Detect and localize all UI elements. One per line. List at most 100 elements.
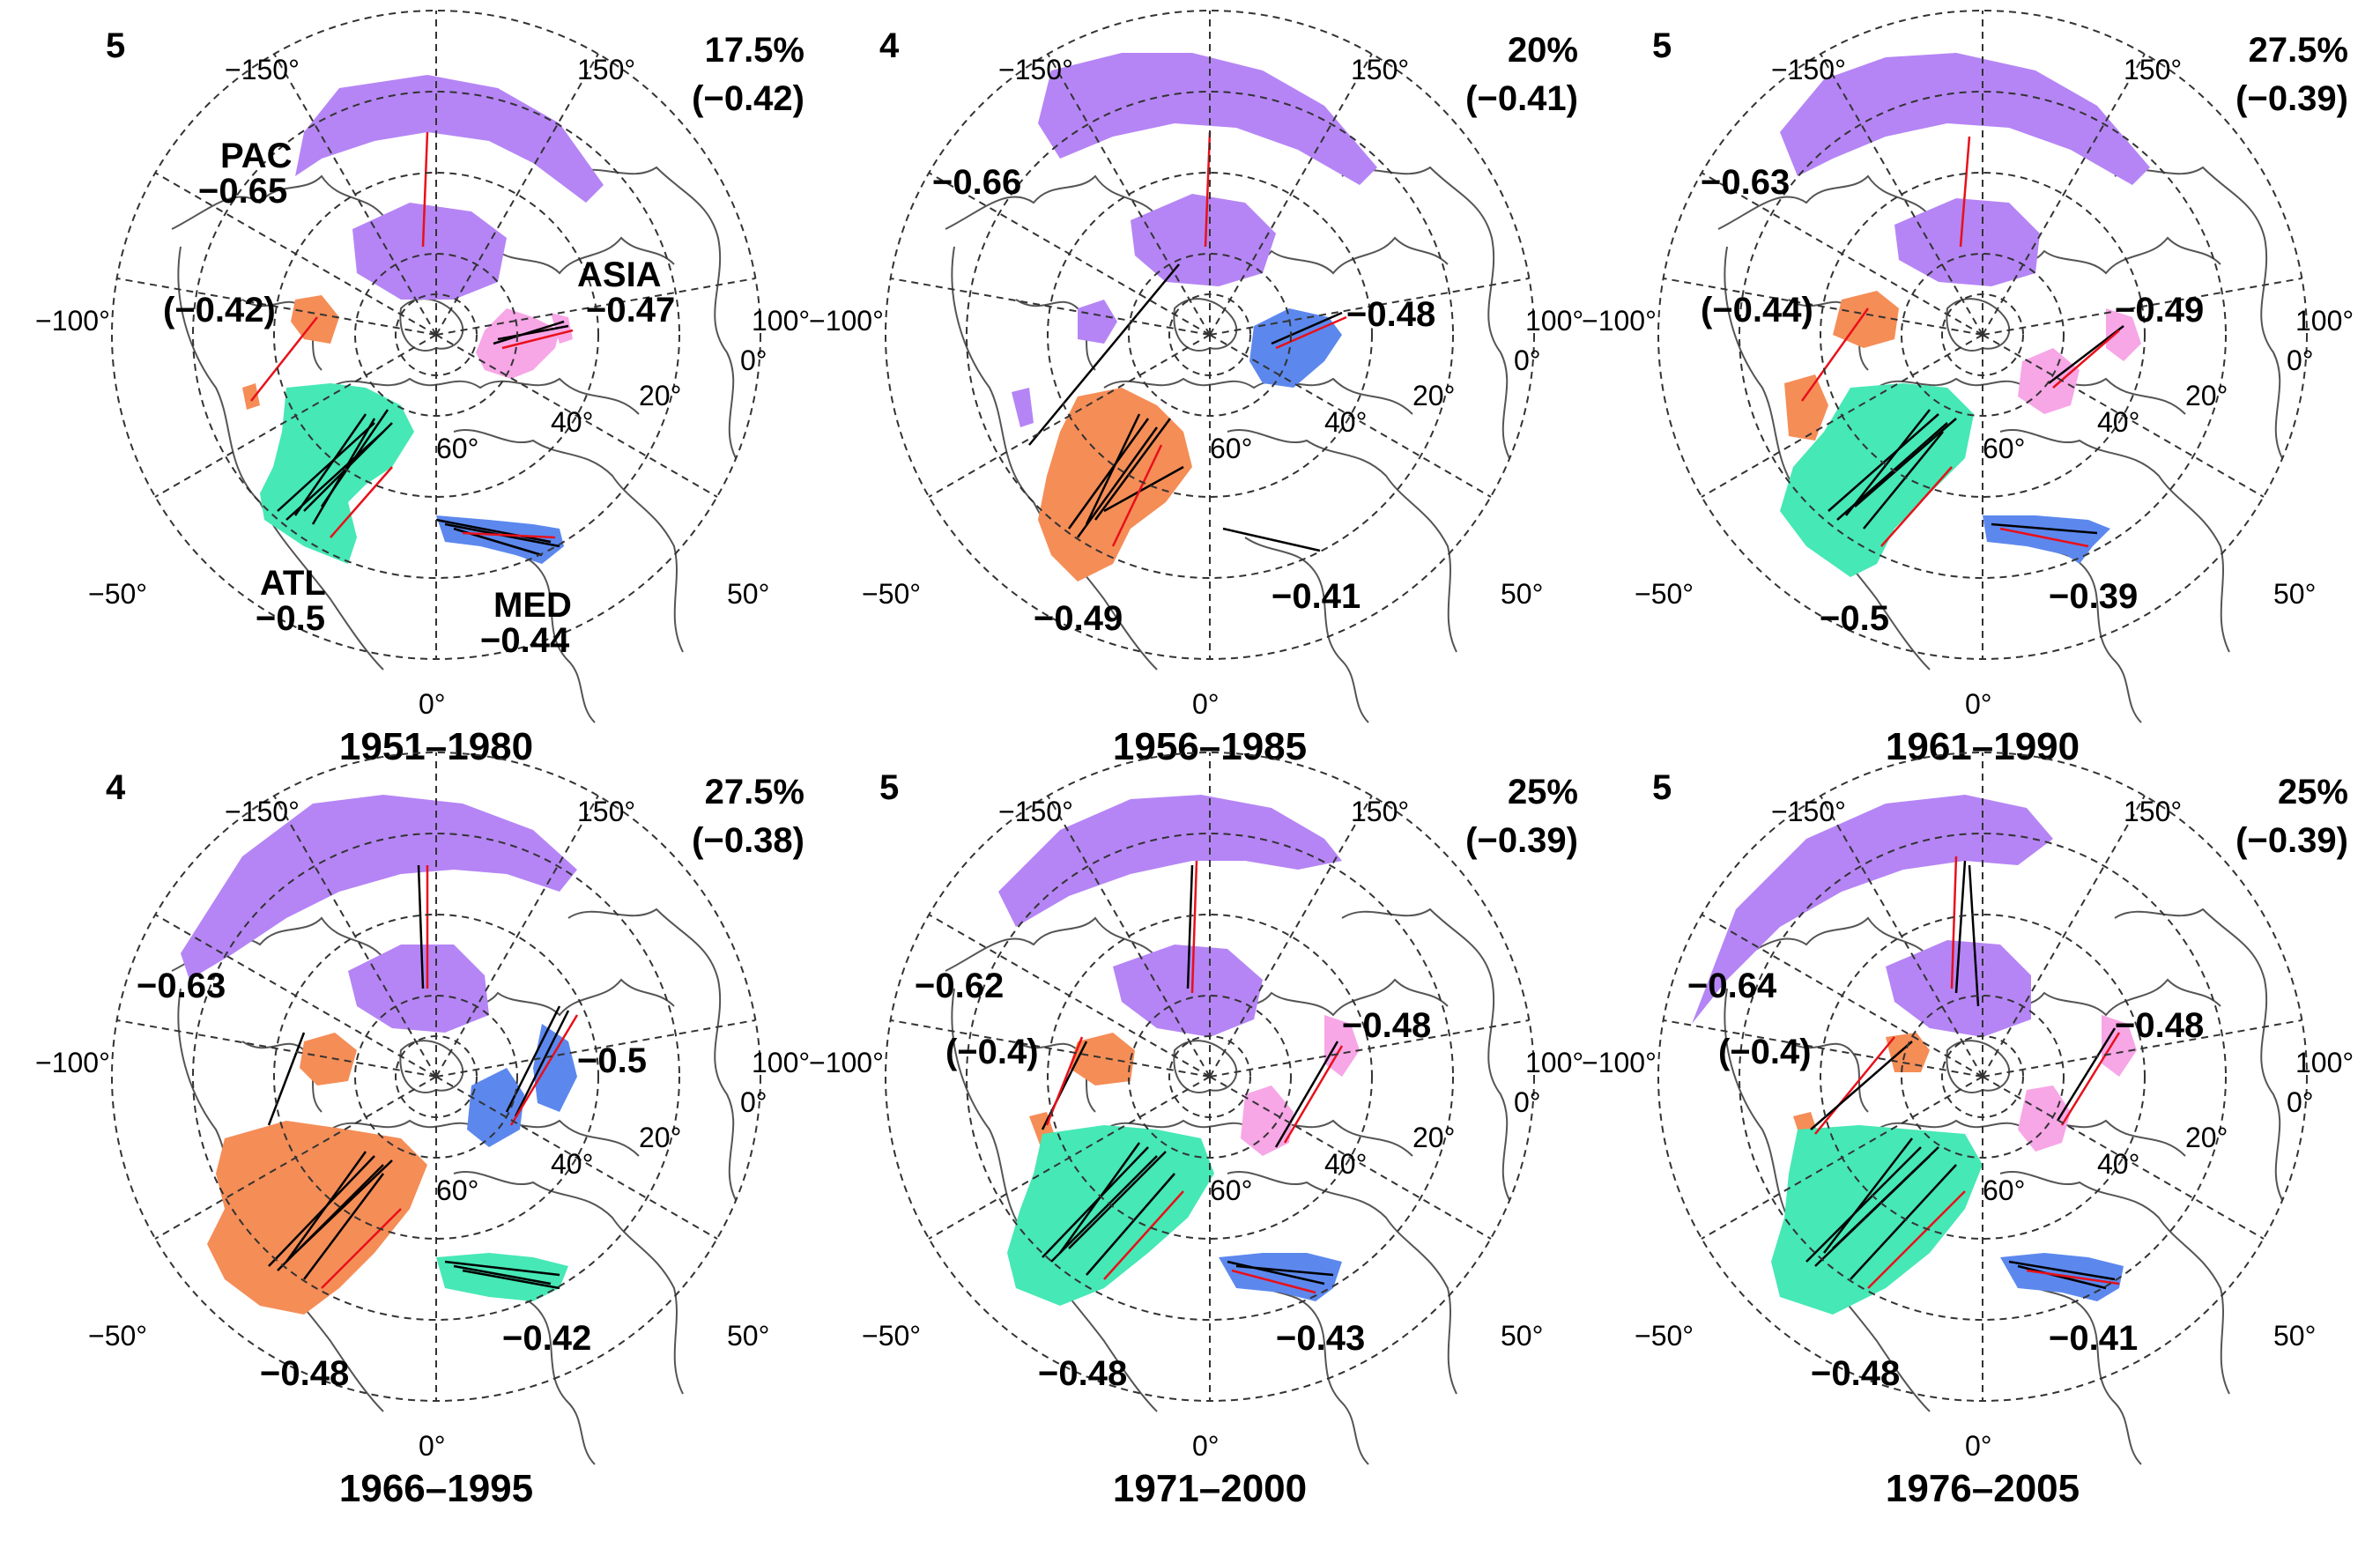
- region-orange: [1029, 1033, 1135, 1152]
- lat-label-60: 60°: [1210, 433, 1252, 464]
- panel-1966-1995: −150° 150° −100° 100° −50° 50° 0° 0° 20°…: [35, 752, 810, 1510]
- lon-label-50: 50°: [2273, 1320, 2316, 1352]
- overall-correlation: (−0.39): [2235, 821, 2348, 860]
- region-value-pac: −0.65: [198, 172, 287, 211]
- lon-label-minus-100: −100°: [1582, 305, 1657, 337]
- lat-label-20: 20°: [639, 380, 681, 411]
- lat-label-0: 0°: [2287, 1086, 2314, 1118]
- teleconnection-links: [1805, 856, 2121, 1290]
- scheme-count: 5: [879, 768, 899, 807]
- overall-correlation: (−0.41): [1465, 79, 1578, 118]
- region-pac-outer: [1038, 53, 1377, 185]
- lat-label-40: 40°: [2097, 1148, 2139, 1180]
- lat-label-60: 60°: [1983, 1174, 2025, 1206]
- region-pac-west: [1012, 300, 1117, 427]
- panel-1961-1990: −150° 150° −100° 100° −50° 50° 0° 0° 20°…: [1582, 10, 2354, 768]
- region-name-asia: ASIA: [577, 256, 662, 294]
- lon-label-0: 0°: [419, 1430, 446, 1462]
- lon-label-100: 100°: [2295, 1047, 2354, 1078]
- lon-label-minus-50: −50°: [1635, 1320, 1694, 1352]
- region-value-pac: −0.63: [1701, 163, 1790, 202]
- region-value-asia: −0.47: [586, 291, 675, 330]
- panel-1956-1985: −150° 150° −100° 100° −50° 50° 0° 0° 20°…: [809, 10, 1583, 768]
- region-pac-inner: [1113, 945, 1263, 1037]
- region-orange-small: [242, 383, 260, 410]
- lat-label-60: 60°: [1210, 1174, 1252, 1206]
- lon-label-minus-100: −100°: [809, 1047, 884, 1078]
- lon-label-minus-50: −50°: [88, 1320, 147, 1352]
- lat-label-0: 0°: [2287, 345, 2314, 376]
- region-med: [1219, 1253, 1342, 1301]
- lon-label-minus-150: −150°: [225, 796, 300, 827]
- lon-label-100: 100°: [752, 1047, 810, 1078]
- region-pac-outer: [181, 795, 577, 980]
- period-label: 1971–2000: [1113, 1467, 1307, 1510]
- lon-label-50: 50°: [1501, 1320, 1543, 1352]
- lon-label-minus-150: −150°: [1771, 54, 1846, 85]
- lon-label-150: 150°: [577, 796, 635, 827]
- lat-label-20: 20°: [1412, 1122, 1455, 1153]
- region-med: [467, 1024, 577, 1147]
- scheme-count: 5: [1652, 768, 1672, 807]
- lon-label-0: 0°: [1965, 1430, 1992, 1462]
- region-pac-inner: [1131, 194, 1276, 286]
- region-value-asia: −0.49: [2115, 291, 2204, 330]
- panel-1971-2000: −150° 150° −100° 100° −50° 50° 0° 0° 20°…: [809, 752, 1583, 1510]
- period-label: 1951–1980: [339, 725, 533, 768]
- region-value-atl: −0.49: [1034, 599, 1123, 638]
- percent-label: 27.5%: [2249, 31, 2348, 70]
- lon-label-minus-100: −100°: [35, 1047, 110, 1078]
- region-pac-outer: [1692, 795, 2053, 1024]
- lat-label-0: 0°: [740, 1086, 767, 1118]
- lon-label-50: 50°: [2273, 578, 2316, 610]
- region-pac-outer: [998, 795, 1342, 927]
- lon-label-minus-150: −150°: [1771, 796, 1846, 827]
- region-value-atl: −0.5: [1820, 599, 1889, 638]
- lat-label-60: 60°: [436, 1174, 478, 1206]
- region-atl: [1780, 383, 1974, 577]
- lon-label-minus-50: −50°: [862, 578, 921, 610]
- region-value-med-north: −0.5: [577, 1041, 647, 1080]
- region-med: [1983, 515, 2110, 564]
- region-name-med: MED: [493, 586, 572, 625]
- region-value-orange: (−0.4): [945, 1033, 1039, 1071]
- region-value-atl: −0.5: [256, 599, 325, 638]
- region-pac-inner: [1886, 940, 2031, 1037]
- lat-label-40: 40°: [2097, 406, 2139, 438]
- lon-label-0: 0°: [1192, 688, 1220, 720]
- lat-label-40: 40°: [1324, 1148, 1367, 1180]
- lon-label-minus-150: −150°: [998, 796, 1073, 827]
- teleconnection-links: [1041, 860, 1344, 1294]
- region-value-pac: −0.64: [1687, 967, 1777, 1005]
- lon-label-100: 100°: [1525, 1047, 1583, 1078]
- period-label: 1961–1990: [1886, 725, 2080, 768]
- lon-label-150: 150°: [2124, 54, 2182, 85]
- panel-1951-1980: −150° 150° −100° 100° −50° 50° 0° 0° 20°…: [35, 10, 810, 768]
- lon-label-50: 50°: [1501, 578, 1543, 610]
- lon-label-0: 0°: [1965, 688, 1992, 720]
- region-pac-outer: [295, 75, 604, 203]
- region-value-orange: (−0.44): [1701, 291, 1813, 330]
- lon-label-0: 0°: [419, 688, 446, 720]
- region-value-pac: −0.62: [915, 967, 1004, 1005]
- lon-label-100: 100°: [2295, 305, 2354, 337]
- lat-label-20: 20°: [639, 1122, 681, 1153]
- lat-label-20: 20°: [2185, 1122, 2228, 1153]
- region-name-atl: ATL: [260, 564, 326, 603]
- lon-label-minus-50: −50°: [862, 1320, 921, 1352]
- region-pac-inner: [1894, 198, 2040, 286]
- lon-label-minus-100: −100°: [1582, 1047, 1657, 1078]
- lon-label-150: 150°: [1351, 796, 1409, 827]
- scheme-count: 5: [106, 26, 125, 65]
- period-label: 1976–2005: [1886, 1467, 2080, 1510]
- lat-label-0: 0°: [1514, 345, 1541, 376]
- region-pac-outer: [1780, 53, 2150, 185]
- teleconnection-links: [1028, 131, 1347, 552]
- region-value-asia: −0.48: [1342, 1006, 1431, 1045]
- percent-label: 25%: [1508, 773, 1578, 811]
- region-orange: [1784, 291, 1899, 441]
- lat-label-40: 40°: [1324, 406, 1367, 438]
- lat-label-60: 60°: [1983, 433, 2025, 464]
- period-label: 1956–1985: [1113, 725, 1307, 768]
